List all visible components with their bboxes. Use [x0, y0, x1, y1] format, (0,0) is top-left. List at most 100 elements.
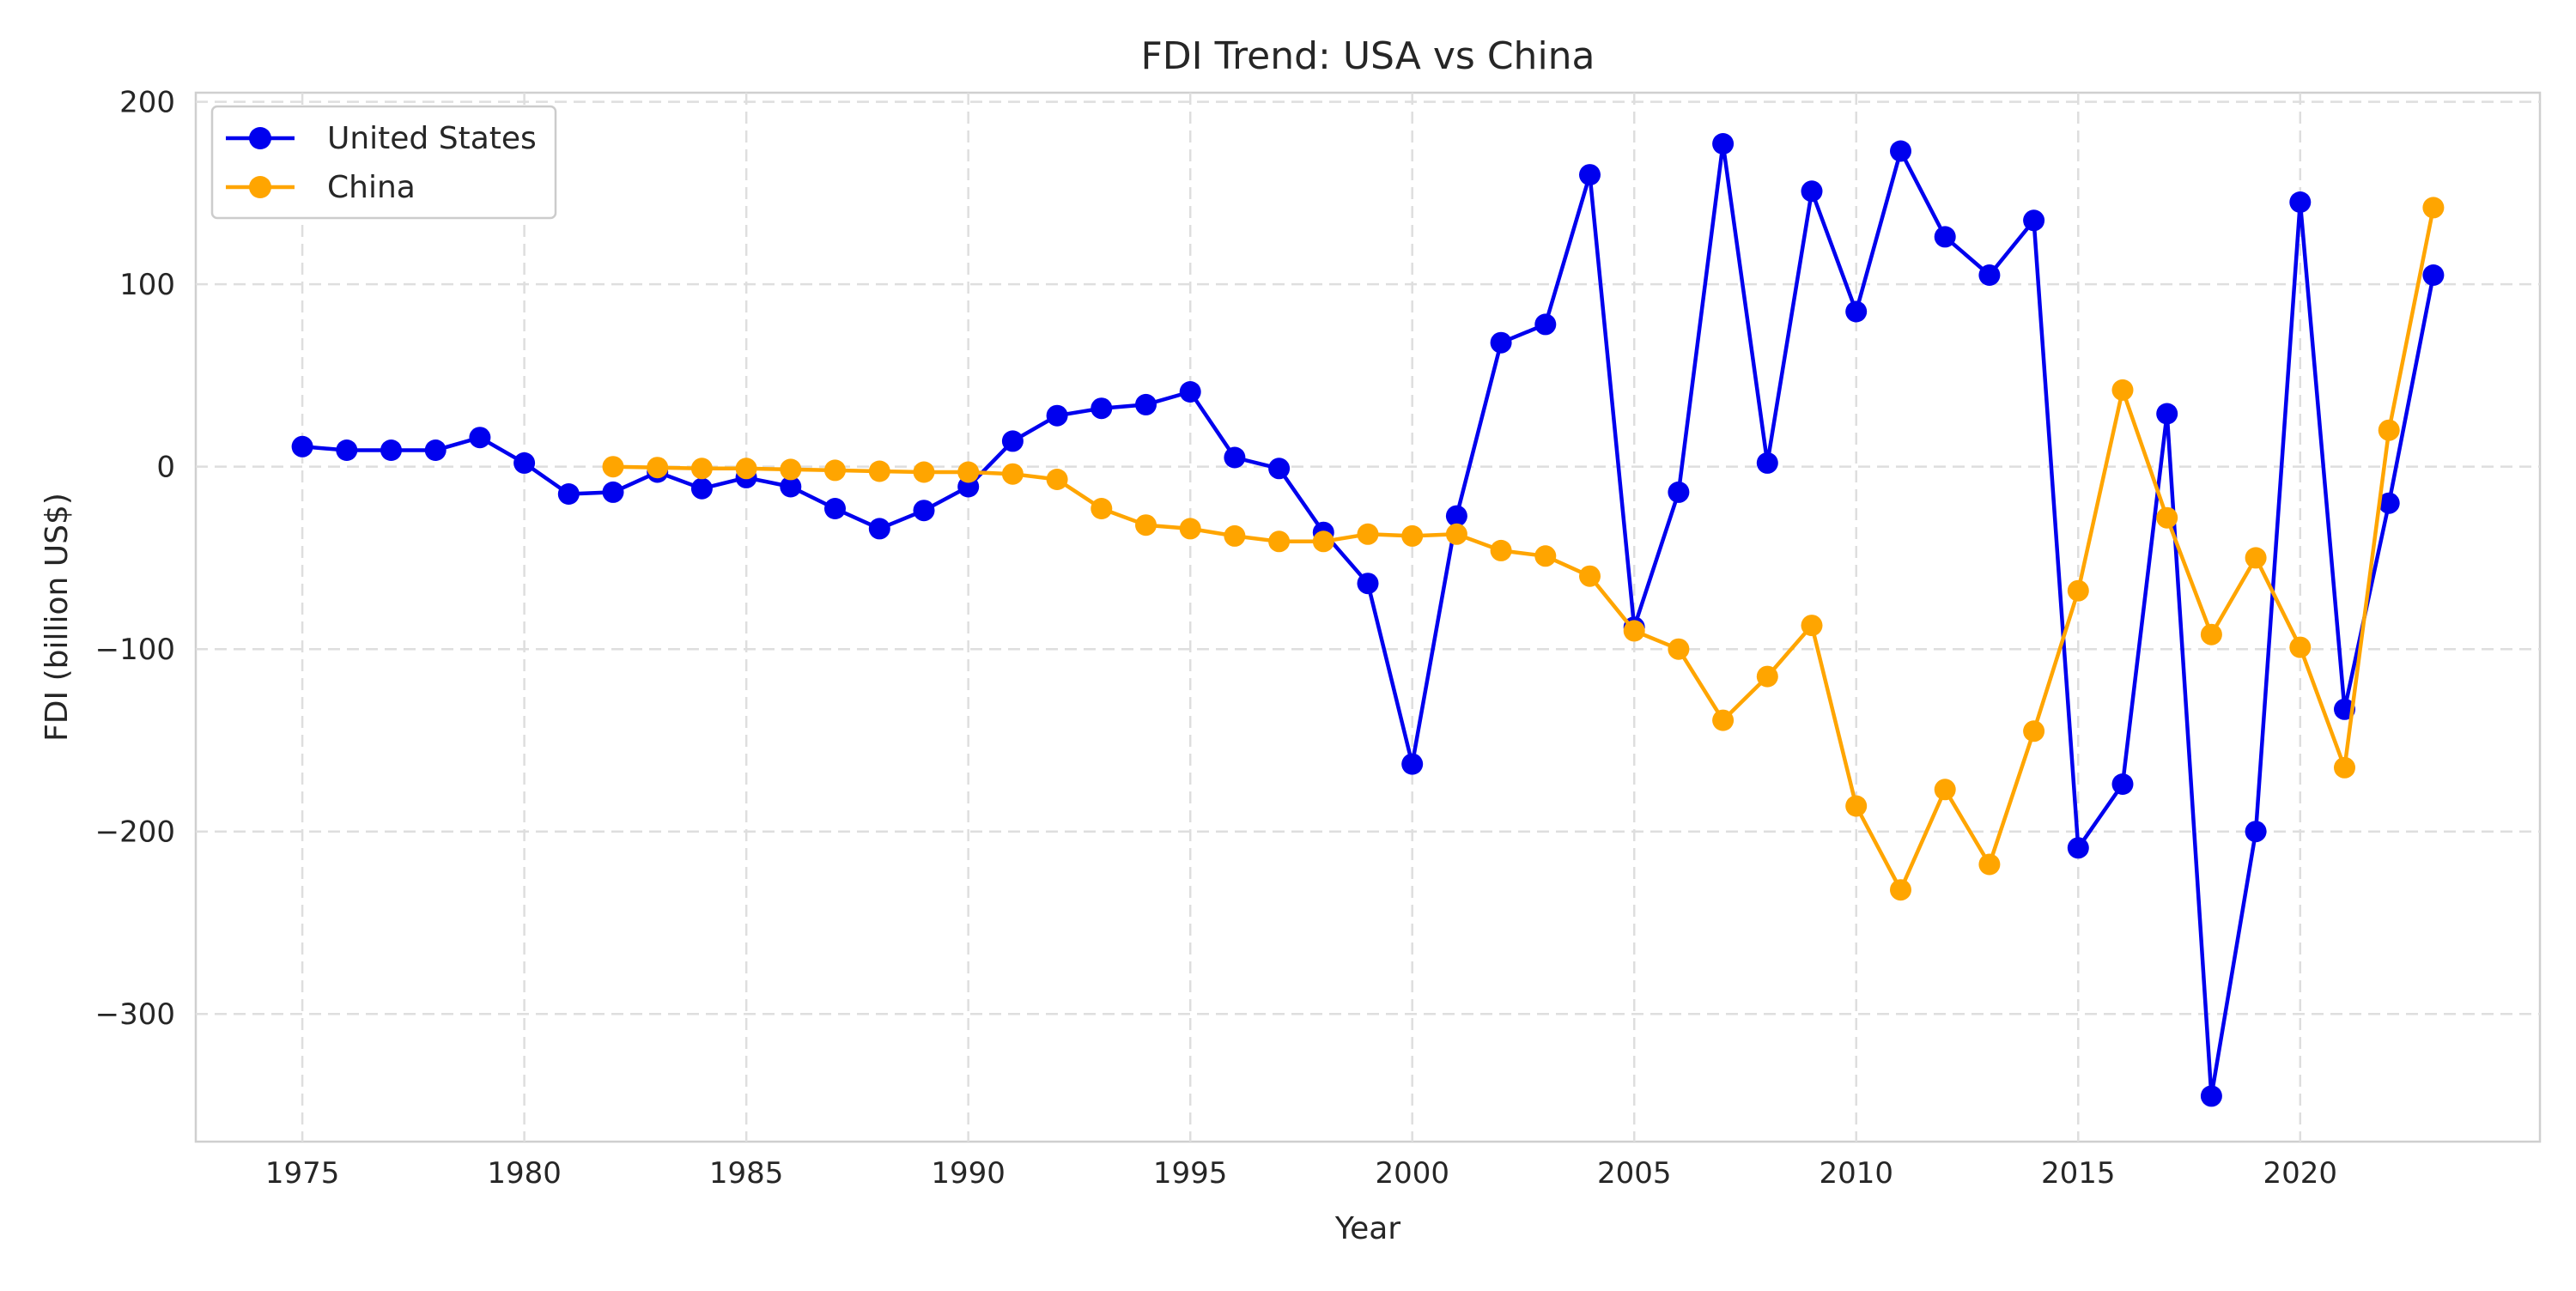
- x-tick-label-1980: 1980: [487, 1156, 562, 1191]
- data-point-china-2005: [1623, 620, 1645, 642]
- data-point-china-1992: [1046, 469, 1068, 490]
- y-tick-label-−100: −100: [95, 633, 175, 667]
- data-point-china-1993: [1091, 498, 1113, 519]
- data-point-united-states-2002: [1490, 331, 1512, 354]
- data-point-united-states-2013: [1978, 264, 2001, 286]
- x-tick-label-1995: 1995: [1153, 1156, 1228, 1191]
- data-point-china-2010: [1845, 795, 1868, 817]
- data-point-china-1984: [690, 458, 713, 480]
- data-point-united-states-1994: [1135, 393, 1157, 415]
- data-point-china-1997: [1268, 530, 1291, 553]
- data-point-united-states-1982: [602, 481, 624, 503]
- legend-label-united-states: United States: [327, 121, 537, 156]
- data-point-united-states-2019: [2245, 821, 2267, 843]
- grid: [196, 93, 2540, 1142]
- data-point-china-2012: [1934, 779, 1956, 801]
- data-point-united-states-2016: [2111, 773, 2134, 795]
- data-point-china-1998: [1312, 530, 1334, 553]
- data-point-china-1986: [780, 458, 802, 481]
- data-point-united-states-2023: [2422, 264, 2445, 286]
- legend: United States China: [210, 105, 557, 220]
- data-point-united-states-2000: [1401, 753, 1424, 775]
- data-point-china-2013: [1978, 853, 2001, 876]
- data-point-china-2009: [1801, 615, 1823, 637]
- x-tick-label-2015: 2015: [2041, 1156, 2116, 1191]
- data-point-china-1985: [735, 458, 757, 480]
- data-point-united-states-2015: [2067, 837, 2089, 859]
- data-point-china-1994: [1135, 514, 1157, 536]
- x-tick-label-2010: 2010: [1819, 1156, 1893, 1191]
- data-point-united-states-1979: [469, 427, 491, 449]
- data-point-united-states-1976: [336, 439, 358, 461]
- data-point-united-states-2009: [1801, 180, 1823, 203]
- data-point-china-1982: [602, 456, 624, 478]
- plot-area: [194, 91, 2542, 1143]
- data-point-china-2014: [2023, 720, 2045, 742]
- y-tick-label-100: 100: [119, 268, 175, 302]
- x-tick-label-2005: 2005: [1597, 1156, 1672, 1191]
- data-point-china-1987: [824, 459, 846, 482]
- data-point-united-states-1999: [1357, 573, 1379, 595]
- data-point-united-states-1980: [513, 452, 536, 474]
- data-point-united-states-2018: [2200, 1085, 2222, 1107]
- legend-marker-united-states: [249, 127, 271, 149]
- data-point-united-states-2017: [2156, 403, 2178, 425]
- data-point-united-states-2011: [1890, 140, 1911, 162]
- data-point-united-states-1993: [1091, 397, 1113, 420]
- data-point-china-2008: [1756, 665, 1778, 688]
- data-point-united-states-2012: [1934, 226, 1956, 248]
- data-point-china-2001: [1445, 523, 1467, 545]
- legend-box: [210, 105, 557, 220]
- data-point-china-1988: [868, 460, 890, 482]
- x-tick-label-2020: 2020: [2263, 1156, 2338, 1191]
- data-point-china-1995: [1179, 518, 1201, 540]
- data-point-united-states-2010: [1845, 300, 1868, 323]
- x-tick-label-1975: 1975: [265, 1156, 340, 1191]
- data-point-united-states-1995: [1179, 381, 1201, 403]
- data-point-united-states-1978: [424, 439, 447, 461]
- data-point-united-states-1989: [913, 500, 935, 522]
- data-point-china-2011: [1890, 879, 1911, 901]
- data-point-united-states-1986: [780, 476, 802, 498]
- x-tick-label-2000: 2000: [1375, 1156, 1449, 1191]
- data-point-china-2000: [1401, 524, 1424, 547]
- y-tick-label-0: 0: [156, 451, 175, 485]
- data-point-united-states-1992: [1046, 404, 1068, 427]
- data-point-china-2020: [2289, 636, 2312, 658]
- data-point-china-2022: [2378, 419, 2400, 441]
- data-point-united-states-1988: [868, 518, 890, 540]
- chart-title: FDI Trend: USA vs China: [1140, 34, 1595, 78]
- data-point-china-1999: [1357, 523, 1379, 545]
- data-point-united-states-2006: [1668, 481, 1690, 503]
- axes: 1975 1980 1985 1990 1995 2000 2005 2010 2015 2020…: [95, 86, 2337, 1191]
- data-point-united-states-1984: [690, 477, 713, 500]
- data-point-united-states-2001: [1445, 505, 1467, 527]
- data-point-united-states-2014: [2023, 209, 2045, 232]
- data-point-united-states-2004: [1579, 164, 1601, 186]
- data-point-china-1991: [1001, 463, 1024, 485]
- x-tick-label-1985: 1985: [709, 1156, 784, 1191]
- data-point-china-2004: [1579, 565, 1601, 587]
- y-tick-label-200: 200: [119, 86, 175, 120]
- x-tick-label-1990: 1990: [931, 1156, 1005, 1191]
- data-point-united-states-1977: [380, 439, 402, 461]
- data-point-china-1996: [1224, 524, 1246, 547]
- data-point-china-2018: [2200, 623, 2222, 646]
- data-point-united-states-2003: [1534, 313, 1557, 336]
- legend-marker-china: [249, 176, 271, 198]
- series-group: [291, 133, 2445, 1107]
- data-point-china-2007: [1712, 709, 1735, 731]
- data-point-china-2003: [1534, 545, 1557, 567]
- y-axis-label: FDI (billion US$): [39, 493, 75, 742]
- data-point-united-states-1975: [291, 435, 313, 458]
- data-point-china-2002: [1490, 539, 1512, 561]
- data-point-united-states-2020: [2289, 191, 2312, 213]
- data-point-china-1983: [647, 457, 669, 479]
- data-point-united-states-1997: [1268, 458, 1291, 480]
- data-point-china-2006: [1668, 638, 1690, 660]
- data-point-china-1989: [913, 461, 935, 483]
- data-point-united-states-2008: [1756, 452, 1778, 474]
- series-china: [602, 197, 2445, 901]
